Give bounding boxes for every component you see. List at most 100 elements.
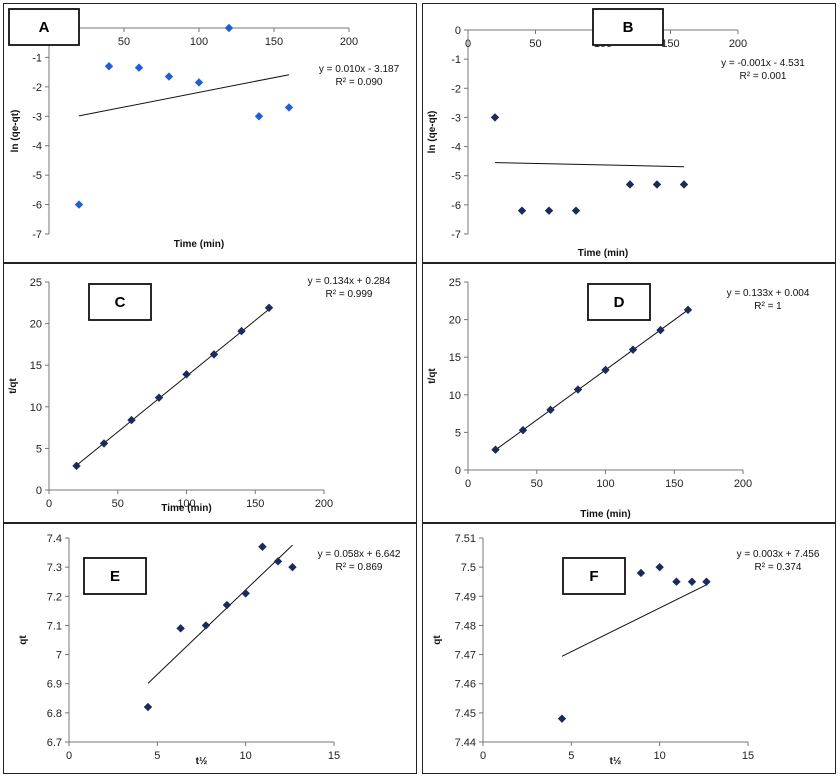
- x-tick-label: 50: [529, 38, 541, 50]
- data-point: [222, 600, 232, 610]
- r-squared: R² = 1: [754, 301, 782, 312]
- x-tick-label: 5: [154, 750, 160, 762]
- r-squared: R² = 0.869: [336, 562, 383, 573]
- x-tick-label: 150: [661, 38, 679, 50]
- x-tick-label: 10: [654, 750, 666, 762]
- r-squared: R² = 0.999: [326, 289, 373, 300]
- data-point: [517, 206, 527, 215]
- y-axis-label: qt: [432, 635, 443, 645]
- y-tick-label: -1: [451, 54, 461, 66]
- chart-c-svg: 0 5 10 15 20 25 0 50 100 150 200 Time (min) t/qt y = …: [8, 276, 391, 514]
- x-tick-label: 10: [240, 750, 252, 762]
- data-point: [491, 445, 500, 454]
- y-tick-label: 10: [449, 390, 461, 402]
- data-point: [154, 393, 164, 402]
- data-point: [652, 180, 662, 189]
- chart-e-svg: 6.7 6.8 6.9 7 7.1 7.2 7.3 7.4 0 5 10 15 t½ qt y = 0.05…: [18, 533, 401, 767]
- x-tick-label: 50: [531, 478, 543, 490]
- panel-letter: C: [115, 294, 126, 311]
- x-tick-label: 50: [118, 36, 130, 48]
- x-tick-label: 200: [315, 498, 333, 510]
- y-tick-label: 7.45: [455, 708, 476, 720]
- y-tick-label: 7.5: [461, 562, 476, 574]
- y-tick-label: 25: [449, 277, 461, 289]
- y-tick-label: 0: [455, 465, 461, 477]
- data-point: [601, 365, 610, 375]
- x-tick-label: 150: [265, 36, 283, 48]
- panel-c: 0 5 10 15 20 25 0 50 100 150 200 Time (min) t/qt y = …: [3, 263, 417, 523]
- data-point: [655, 562, 664, 572]
- x-tick-label: 150: [665, 478, 683, 490]
- data-point: [182, 370, 191, 379]
- x-axis-label: Time (min): [578, 248, 628, 259]
- x-tick-label: 200: [729, 38, 747, 50]
- y-tick-label: -5: [451, 171, 461, 183]
- y-tick-label: 20: [30, 319, 42, 331]
- y-axis-label: ln (qe-qt): [10, 110, 21, 153]
- y-tick-label: 10: [30, 402, 42, 414]
- y-tick-label: -6: [32, 200, 42, 212]
- data-point: [656, 325, 665, 335]
- x-tick-label: 200: [734, 478, 752, 490]
- y-tick-label: 7.2: [47, 591, 62, 603]
- y-tick-label: 7.49: [455, 591, 476, 603]
- trendline: [494, 162, 685, 168]
- y-tick-label: -7: [451, 229, 461, 241]
- y-tick-label: -4: [451, 142, 461, 154]
- data-point: [557, 714, 567, 723]
- data-point: [164, 72, 174, 81]
- chart-a-svg: 0-1-2-3-4-5-6-7050100150200Time (min)ln …: [8, 8, 400, 250]
- chart-d-svg: 0 5 10 15 20 25 0 50 100 150 200 Time (min) t/qt y = …: [427, 277, 810, 520]
- y-tick-label: -4: [32, 141, 42, 153]
- y-tick-label: -1: [32, 52, 42, 64]
- y-tick-label: 5: [36, 443, 42, 455]
- data-point: [284, 103, 294, 112]
- y-axis-label: t/qt: [427, 368, 438, 384]
- panel-letter-box: [88, 283, 152, 321]
- data-point: [201, 621, 211, 630]
- x-tick-label: 15: [328, 750, 340, 762]
- y-tick-label: 15: [30, 360, 42, 372]
- data-point: [679, 180, 689, 189]
- panel-e: 6.7 6.8 6.9 7 7.1 7.2 7.3 7.4 0 5 10 15 t½ qt y = 0.05…: [3, 523, 417, 774]
- panel-letter: B: [623, 19, 634, 36]
- x-tick-label: 0: [66, 750, 72, 762]
- data-point: [254, 112, 264, 121]
- data-point: [273, 557, 283, 566]
- panel-letter: F: [589, 568, 598, 585]
- data-point: [99, 439, 109, 448]
- panel-a: 0-1-2-3-4-5-6-7050100150200Time (min)ln …: [3, 3, 417, 263]
- trendline: [495, 309, 689, 451]
- panel-letter-box: [8, 8, 80, 46]
- trend-equation: y = 0.058x + 6.642: [318, 549, 401, 560]
- data-point: [518, 425, 528, 435]
- data-point: [546, 405, 555, 415]
- r-squared: R² = 0.001: [740, 71, 787, 82]
- y-tick-label: -2: [451, 83, 461, 95]
- data-point: [288, 562, 297, 572]
- data-point: [672, 577, 681, 586]
- panel-letter: D: [614, 294, 625, 311]
- data-point: [127, 415, 136, 425]
- data-point: [143, 702, 153, 712]
- y-tick-label: -3: [32, 111, 42, 123]
- data-point: [237, 326, 246, 336]
- trendline: [147, 544, 293, 684]
- y-tick-label: 0: [36, 485, 42, 497]
- x-tick-label: 100: [596, 478, 614, 490]
- x-tick-label: 100: [177, 498, 195, 510]
- y-tick-label: 7.46: [455, 679, 476, 691]
- trend-equation: y = 0.010x - 3.187: [319, 64, 400, 75]
- data-point: [72, 461, 81, 471]
- y-tick-label: 5: [455, 427, 461, 439]
- x-tick-label: 50: [112, 498, 124, 510]
- y-tick-label: 6.7: [47, 737, 62, 749]
- panel-f: 7.44 7.45 7.46 7.47 7.48 7.49 7.5 7.51 0 5 10 15 t½ q…: [422, 523, 836, 774]
- trendline: [561, 584, 707, 657]
- y-axis-label: qt: [18, 635, 29, 645]
- y-tick-label: -2: [32, 82, 42, 94]
- data-point: [134, 63, 144, 72]
- y-tick-label: 7.51: [455, 533, 476, 545]
- y-tick-label: -5: [32, 170, 42, 182]
- data-point: [683, 305, 693, 315]
